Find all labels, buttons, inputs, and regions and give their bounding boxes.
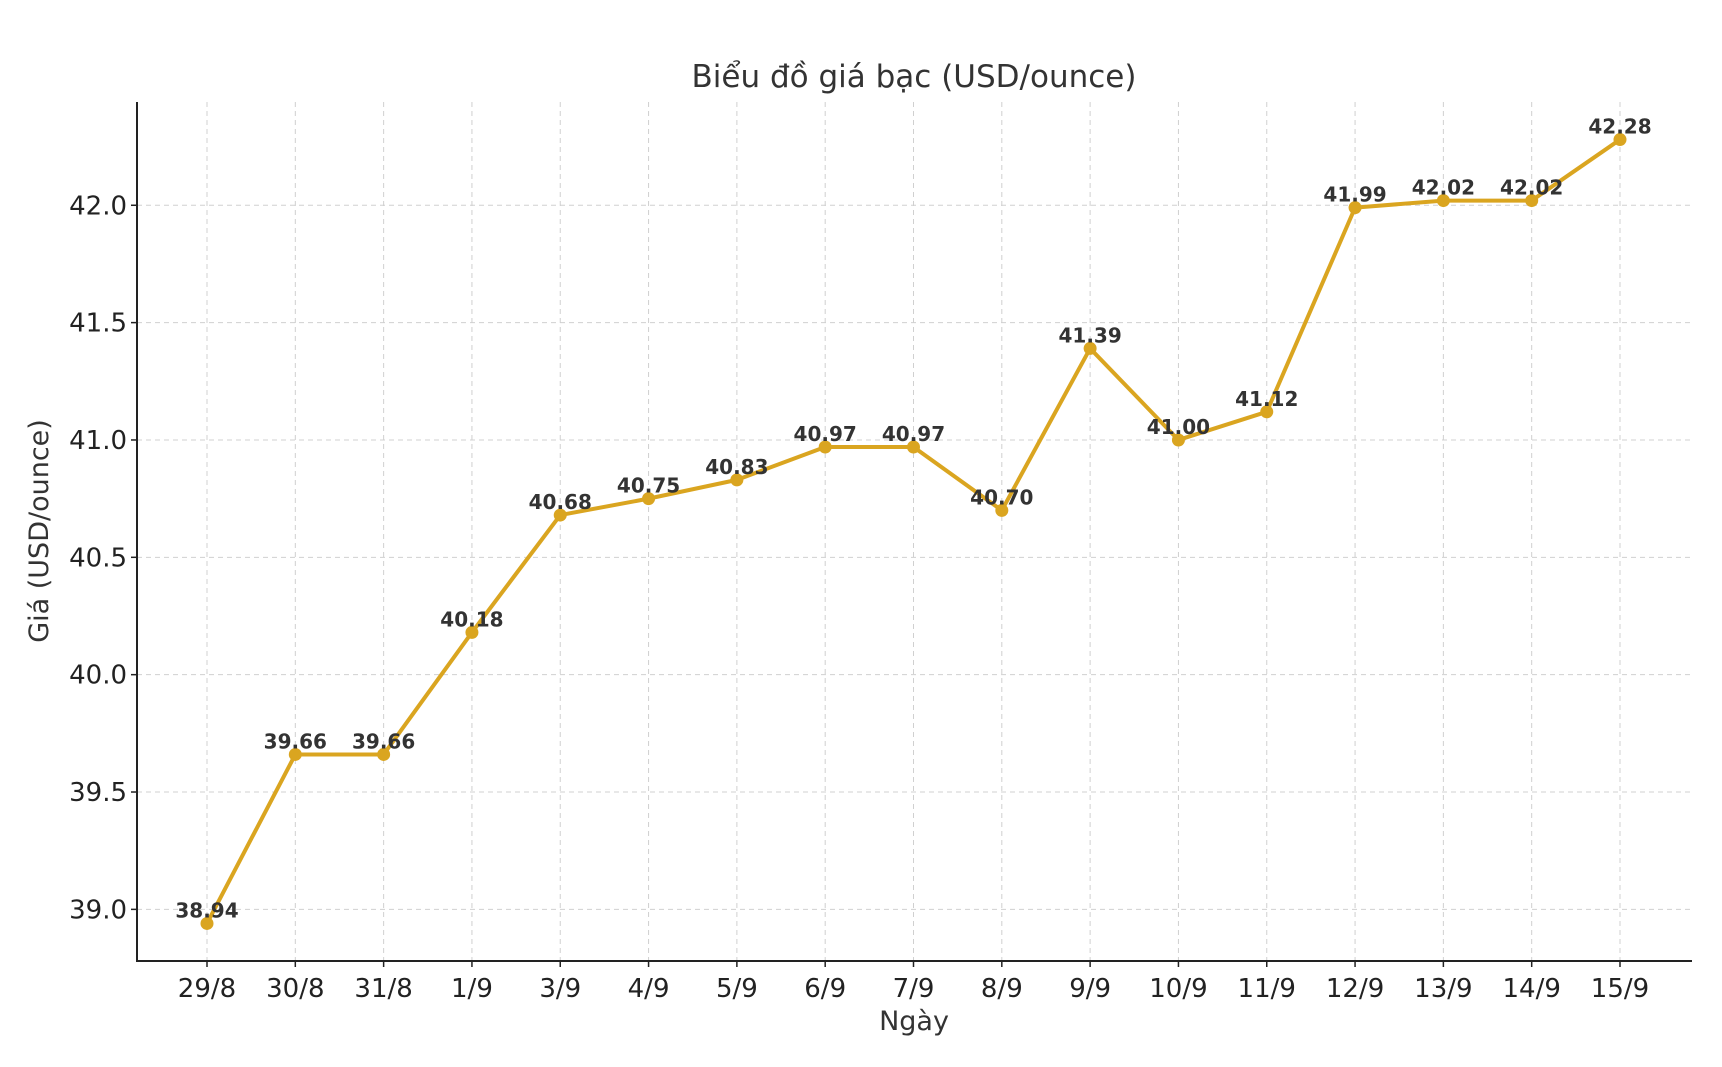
y-tick-label: 41.5 [69,309,127,339]
x-tick-label: 15/9 [1591,974,1649,1004]
x-axis-label: Ngày [879,1006,949,1037]
data-point [642,492,656,506]
x-tick-label: 29/8 [178,974,236,1004]
data-label: 41.39 [1058,323,1121,347]
x-tick-label: 31/8 [354,974,412,1004]
data-label: 38.94 [175,898,238,922]
data-point [1525,194,1539,208]
data-point [1613,133,1627,147]
x-tick-label: 7/9 [893,974,935,1004]
x-tick-label: 6/9 [804,974,846,1004]
data-label: 42.28 [1588,115,1651,139]
data-point [465,625,479,639]
x-tick-label: 3/9 [539,974,581,1004]
data-point [1260,405,1274,419]
x-tick-label: 12/9 [1326,974,1384,1004]
data-label: 40.97 [882,422,945,446]
y-tick-label: 39.0 [69,895,127,925]
data-label: 39.66 [352,729,415,753]
y-tick-label: 41.0 [69,426,127,456]
x-tick-label: 9/9 [1069,974,1111,1004]
data-label: 42.02 [1412,176,1475,200]
y-tick-label: 42.0 [69,191,127,221]
x-tick-label: 13/9 [1414,974,1472,1004]
data-point [1348,201,1362,215]
data-label: 42.02 [1500,176,1563,200]
data-label: 39.66 [264,729,327,753]
data-point [1083,341,1097,355]
y-tick-label: 40.5 [69,543,127,573]
data-label: 40.83 [705,455,768,479]
x-tick-label: 14/9 [1502,974,1560,1004]
data-point [377,747,391,761]
data-label: 41.12 [1235,387,1298,411]
data-point [1171,433,1185,447]
data-point [1436,194,1450,208]
data-point [907,440,920,454]
y-tick-label: 40.0 [69,661,127,691]
data-point [288,747,302,761]
x-tick-label: 5/9 [716,974,758,1004]
data-point [818,440,832,454]
y-axis-label: Giá (USD/ounce) [24,419,55,643]
y-tick-label: 39.5 [69,778,127,808]
chart-title: Biểu đồ giá bạc (USD/ounce) [692,59,1137,95]
x-tick-label: 30/8 [266,974,324,1004]
data-point [730,473,744,487]
data-label: 40.75 [617,474,680,498]
data-point [995,503,1009,517]
x-tick-label: 4/9 [628,974,670,1004]
data-point [553,508,567,522]
data-label: 41.00 [1147,415,1210,439]
x-tick-label: 1/9 [451,974,493,1004]
x-tick-label: 11/9 [1238,974,1296,1004]
data-point [200,916,214,930]
data-label: 40.18 [440,607,503,631]
data-label: 40.97 [794,422,857,446]
data-label: 40.70 [970,485,1033,509]
data-label: 40.68 [529,490,592,514]
data-label: 41.99 [1323,183,1386,207]
x-tick-label: 10/9 [1149,974,1207,1004]
x-tick-label: 8/9 [981,974,1023,1004]
